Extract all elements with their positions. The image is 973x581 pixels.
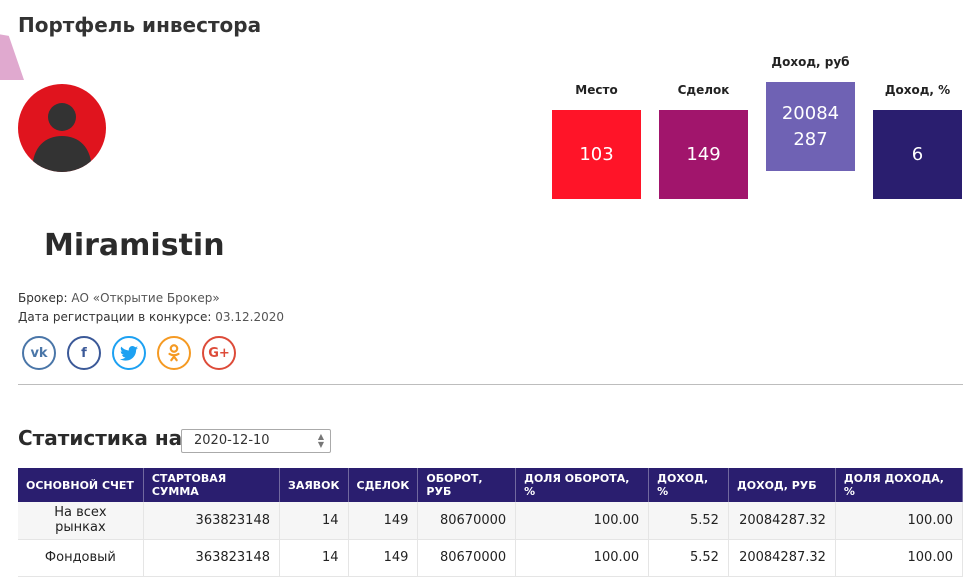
- registration-value: 03.12.2020: [215, 310, 284, 324]
- spinner-icon[interactable]: ▲ ▼: [317, 432, 324, 449]
- stat-label-deals: Сделок: [677, 83, 730, 97]
- registration-line: Дата регистрации в конкурсе: 03.12.2020: [18, 310, 284, 324]
- registration-label: Дата регистрации в конкурсе:: [18, 310, 212, 324]
- column-header: Доход, %: [648, 468, 729, 502]
- table-cell: Фондовый: [18, 539, 144, 577]
- stat-value-income-pct: 6: [911, 143, 924, 165]
- avatar: [18, 84, 106, 172]
- column-header: Доход, руб: [728, 468, 836, 502]
- stat-value-deals: 149: [686, 143, 721, 165]
- twitter-icon: [120, 345, 138, 361]
- stat-value-place: 103: [579, 143, 614, 165]
- table-cell: 100.00: [835, 539, 964, 577]
- table-row: Фондовый 363823148 14 149 80670000 100.0…: [18, 539, 964, 577]
- table-cell: 14: [279, 539, 349, 577]
- decorative-shape: [0, 32, 24, 80]
- column-header: Стартовая сумма: [143, 468, 281, 502]
- table-cell: 149: [348, 502, 419, 540]
- google-plus-share-button[interactable]: G+: [202, 336, 236, 370]
- table-cell: 5.52: [648, 502, 729, 540]
- table-cell: 5.52: [648, 539, 729, 577]
- table-cell: 80670000: [417, 502, 517, 540]
- divider: [18, 384, 963, 385]
- table-cell: 363823148: [143, 539, 281, 577]
- column-header: Основной счет: [18, 468, 144, 502]
- table-row: На всех рынках 363823148 14 149 80670000…: [18, 502, 964, 540]
- google-plus-icon: G+: [208, 345, 230, 361]
- stat-box-deals: 149: [659, 110, 748, 199]
- facebook-icon: f: [81, 345, 87, 361]
- statistics-heading: Статистика на: [18, 426, 183, 450]
- facebook-share-button[interactable]: f: [67, 336, 101, 370]
- table-cell: 100.00: [515, 502, 650, 540]
- column-header: Оборот, руб: [417, 468, 517, 502]
- broker-value: АО «Открытие Брокер»: [71, 291, 220, 305]
- statistics-table: Основной счет Стартовая сумма Заявок Сде…: [18, 468, 964, 577]
- table-cell: 80670000: [417, 539, 517, 577]
- stat-label-place: Место: [575, 83, 618, 97]
- table-cell: 100.00: [515, 539, 650, 577]
- table-cell: 149: [348, 539, 419, 577]
- column-header: Доля дохода, %: [835, 468, 964, 502]
- stat-value-income-rub-line2: 287: [793, 128, 828, 150]
- stat-box-income-rub: 20084 287: [766, 82, 855, 171]
- date-picker-input[interactable]: 2020-12-10 ▲ ▼: [181, 429, 331, 453]
- date-value: 2020-12-10: [194, 433, 270, 448]
- table-header-row: Основной счет Стартовая сумма Заявок Сде…: [18, 468, 964, 502]
- page-title: Портфель инвестора: [18, 13, 262, 37]
- stat-label-income-rub: Доход, руб: [771, 55, 850, 69]
- broker-line: Брокер: АО «Открытие Брокер»: [18, 291, 220, 305]
- username: Miramistin: [44, 228, 225, 263]
- column-header: Сделок: [348, 468, 419, 502]
- stat-box-income-pct: 6: [873, 110, 962, 199]
- twitter-share-button[interactable]: [112, 336, 146, 370]
- stat-box-place: 103: [552, 110, 641, 199]
- stat-label-income-pct: Доход, %: [884, 83, 951, 97]
- broker-label: Брокер:: [18, 291, 68, 305]
- column-header: Заявок: [279, 468, 349, 502]
- odnoklassniki-icon: [168, 344, 180, 362]
- table-cell: 20084287.32: [728, 502, 836, 540]
- vk-icon: vk: [30, 345, 48, 361]
- table-cell: 14: [279, 502, 349, 540]
- table-cell: 20084287.32: [728, 539, 836, 577]
- table-cell: 100.00: [835, 502, 964, 540]
- user-silhouette-icon: [32, 103, 92, 172]
- column-header: Доля оборота, %: [515, 468, 650, 502]
- vk-share-button[interactable]: vk: [22, 336, 56, 370]
- table-cell: На всех рынках: [18, 502, 144, 540]
- odnoklassniki-share-button[interactable]: [157, 336, 191, 370]
- social-share-bar: vk f G+: [22, 336, 236, 370]
- stat-value-income-rub-line1: 20084: [781, 102, 840, 124]
- table-cell: 363823148: [143, 502, 281, 540]
